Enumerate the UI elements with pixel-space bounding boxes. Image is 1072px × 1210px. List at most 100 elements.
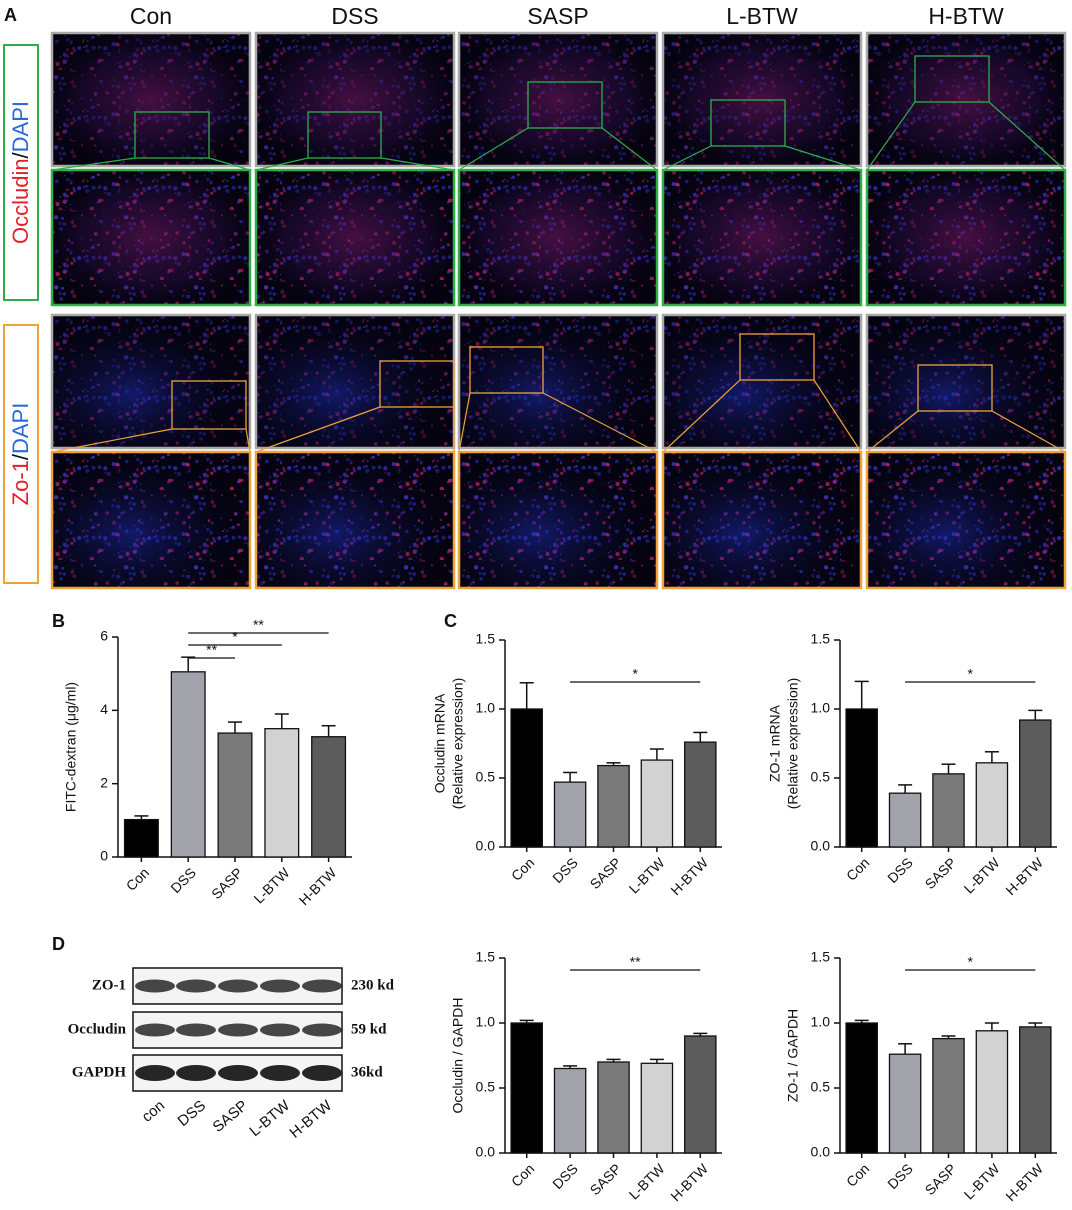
x-tick-label: H-BTW (296, 864, 340, 908)
x-tick-label: Con (843, 1160, 872, 1189)
micrograph-border (50, 31, 252, 168)
y-tick-label: 1.0 (476, 700, 496, 716)
micrograph-border (457, 168, 659, 307)
micrograph-glow (256, 452, 454, 588)
blot-protein: Occludin (68, 1021, 127, 1037)
micrograph-border (50, 168, 252, 307)
zoom-box (307, 111, 382, 159)
row-label: Zo-1/DAPI (8, 403, 33, 506)
zoom-box (171, 380, 247, 430)
bar (975, 1030, 1009, 1154)
row-label-part: Zo-1 (8, 460, 33, 505)
x-tick-label: H-BTW (667, 1160, 711, 1204)
bar (684, 1035, 717, 1154)
bar (553, 781, 587, 848)
bar (597, 764, 630, 848)
bar (640, 759, 674, 848)
row-label-box (3, 44, 39, 301)
blot-band (176, 979, 216, 993)
bar (170, 671, 206, 858)
zoom-line (662, 379, 741, 453)
y-tick-label: 0.5 (811, 1079, 831, 1095)
y-tick-label: 1.0 (811, 1014, 831, 1030)
significance-label: * (632, 666, 638, 682)
x-tick-label: L-BTW (626, 854, 669, 897)
zoom-line (458, 392, 471, 453)
significance-label: ** (206, 642, 217, 658)
blot-lane: con (139, 1097, 168, 1126)
blot-band (260, 979, 300, 993)
panel-label: A (4, 5, 17, 25)
blot-band (176, 1023, 216, 1037)
micrograph-glow (52, 170, 250, 305)
x-tick-label: SASP (587, 854, 625, 892)
micrograph-border (254, 31, 456, 168)
blot-band (302, 979, 342, 993)
blot-protein: GAPDH (72, 1064, 126, 1080)
bar (845, 708, 878, 848)
blot-size: 230 kd (351, 977, 395, 993)
blot-lane: H-BTW (287, 1097, 336, 1142)
micrograph-glow (663, 315, 861, 448)
micrograph-glow (663, 452, 861, 588)
zoom-box (914, 55, 990, 103)
micrograph-border (661, 31, 863, 168)
zoom-line (380, 157, 455, 171)
x-tick-label: H-BTW (1002, 854, 1046, 898)
zoom-line (51, 428, 173, 453)
significance-label: * (967, 666, 973, 682)
blot-band (260, 1023, 300, 1037)
y-tick-label: 0.5 (476, 769, 496, 785)
panel-label: B (52, 611, 65, 631)
bar (684, 741, 717, 848)
y-tick-label: 1.5 (811, 631, 831, 647)
zoom-line (662, 145, 712, 171)
micrograph-border (457, 450, 659, 590)
zoom-box (379, 360, 455, 408)
blot-band (135, 979, 175, 993)
bar (932, 1037, 965, 1154)
row-label-part: Occludin (8, 158, 33, 244)
zoom-line (245, 428, 251, 453)
zoom-box (527, 81, 603, 129)
significance-label: * (232, 629, 238, 645)
bar (932, 773, 965, 848)
blot-band (218, 1065, 258, 1081)
micrograph-glow (256, 33, 454, 166)
y-axis-label: (Relative expression) (450, 678, 466, 810)
micrograph-border (457, 31, 659, 168)
micrograph-border (661, 168, 863, 307)
bar (123, 818, 159, 858)
x-tick-label: DSS (884, 854, 916, 886)
micrograph-border (254, 450, 456, 590)
micrograph-glow (256, 170, 454, 305)
bar (597, 1061, 630, 1154)
blot-band (218, 1023, 258, 1037)
micrograph-glow (459, 452, 657, 588)
micrograph-glow (867, 452, 1065, 588)
bar (217, 732, 253, 858)
zoom-line (601, 127, 658, 171)
micrograph-border (865, 450, 1067, 590)
group-header: DSS (331, 3, 378, 29)
y-tick-label: 1.5 (476, 949, 496, 965)
micrograph-glow (867, 170, 1065, 305)
blot-size: 59 kd (351, 1021, 387, 1037)
zoom-box (469, 346, 544, 394)
x-tick-label: L-BTW (961, 1160, 1004, 1203)
blot-band (218, 979, 258, 993)
group-header: L-BTW (726, 3, 798, 29)
zoom-line (51, 157, 136, 171)
bar (510, 1022, 543, 1154)
row-label-part: / (8, 453, 33, 460)
y-tick-label: 2 (100, 774, 108, 790)
zoom-line (991, 410, 1066, 453)
micrograph-glow (459, 170, 657, 305)
x-tick-label: SASP (922, 1160, 960, 1198)
x-tick-label: SASP (587, 1160, 625, 1198)
zoom-box (710, 99, 786, 147)
micrograph-glow (256, 315, 454, 448)
y-tick-label: 1.5 (811, 949, 831, 965)
x-tick-label: H-BTW (667, 854, 711, 898)
